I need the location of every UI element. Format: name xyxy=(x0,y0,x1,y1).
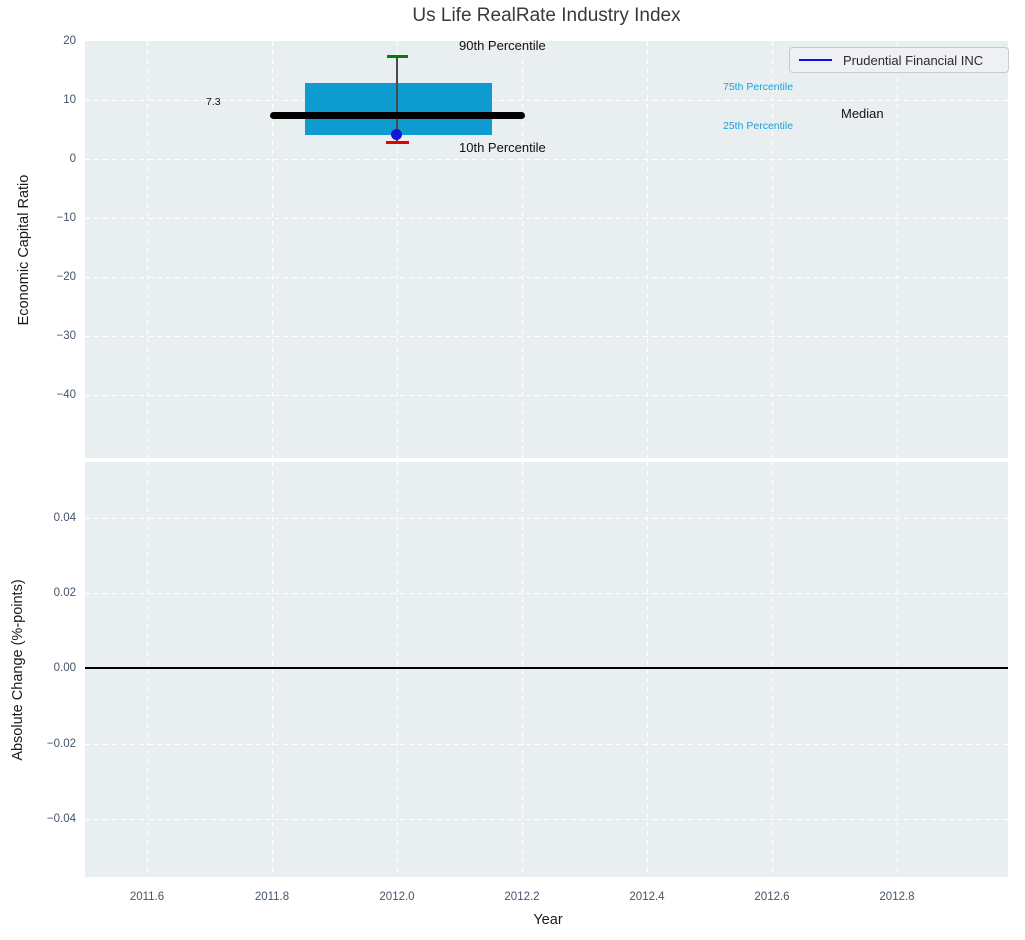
xtick-label: 2011.8 xyxy=(254,891,290,903)
annotation-75th-percentile: 75th Percentile xyxy=(723,81,794,93)
xtick-label: 2012.0 xyxy=(379,891,415,903)
xtick-label: 2011.6 xyxy=(129,891,165,903)
gridline xyxy=(147,41,148,458)
ytick-label: 20 xyxy=(63,35,76,47)
annotation-90th-percentile: 90th Percentile xyxy=(459,38,546,53)
gridline xyxy=(897,41,898,458)
gridline xyxy=(85,100,1008,101)
ytick-label: −30 xyxy=(56,330,76,342)
gridline xyxy=(85,336,1008,337)
gridline xyxy=(147,462,148,877)
percentile-box xyxy=(305,83,492,135)
ytick-label: −0.04 xyxy=(46,813,76,825)
ytick-label: 0.04 xyxy=(53,512,76,524)
gridline xyxy=(772,462,773,877)
ytick-label: 0.00 xyxy=(53,662,76,674)
gridline xyxy=(522,462,523,877)
whisker-cap-10th xyxy=(386,140,409,144)
gridline xyxy=(85,159,1008,160)
top-axes xyxy=(85,41,1008,458)
ytick-label: −10 xyxy=(56,212,76,224)
gridline xyxy=(522,41,523,458)
gridline xyxy=(85,744,1008,745)
legend: Prudential Financial INC xyxy=(789,47,1009,73)
bottom-axes xyxy=(85,462,1008,877)
gridline xyxy=(85,395,1008,396)
ytick-label: −40 xyxy=(56,389,76,401)
whisker-cap-90th xyxy=(387,54,408,58)
ytick-label: 0 xyxy=(69,153,76,165)
legend-label: Prudential Financial INC xyxy=(843,52,984,68)
annotation-25th-percentile: 25th Percentile xyxy=(723,120,794,132)
ytick-label: 10 xyxy=(63,94,76,106)
whisker-line xyxy=(396,56,398,142)
legend-line-swatch xyxy=(799,58,832,62)
top-y-axis-label: Economic Capital Ratio xyxy=(16,174,32,326)
gridline xyxy=(397,41,398,458)
gridline xyxy=(85,277,1008,278)
gridline xyxy=(772,41,773,458)
xtick-label: 2012.4 xyxy=(629,891,665,903)
annotation-median-value: 7.3 xyxy=(206,96,221,108)
gridline xyxy=(85,593,1008,594)
annotation-10th-percentile: 10th Percentile xyxy=(459,140,546,155)
company-point-marker xyxy=(391,129,402,140)
median-line xyxy=(270,112,525,119)
gridline xyxy=(897,462,898,877)
gridline xyxy=(647,462,648,877)
ytick-label: −20 xyxy=(56,271,76,283)
xtick-label: 2012.8 xyxy=(879,891,915,903)
ytick-label: −0.02 xyxy=(46,738,76,750)
gridline xyxy=(397,462,398,877)
gridline xyxy=(85,218,1008,219)
annotation-median: Median xyxy=(841,106,884,121)
chart-title: Us Life RealRate Industry Index xyxy=(412,5,681,26)
gridline xyxy=(272,41,273,458)
xtick-label: 2012.6 xyxy=(754,891,790,903)
ytick-label: 0.02 xyxy=(53,587,76,599)
gridline xyxy=(85,518,1008,519)
bottom-y-axis-label: Absolute Change (%-points) xyxy=(10,579,26,761)
gridline xyxy=(85,819,1008,820)
gridline xyxy=(272,462,273,877)
xtick-label: 2012.2 xyxy=(504,891,540,903)
x-axis-label: Year xyxy=(533,912,563,928)
gridline xyxy=(647,41,648,458)
zero-reference-line xyxy=(85,667,1008,669)
